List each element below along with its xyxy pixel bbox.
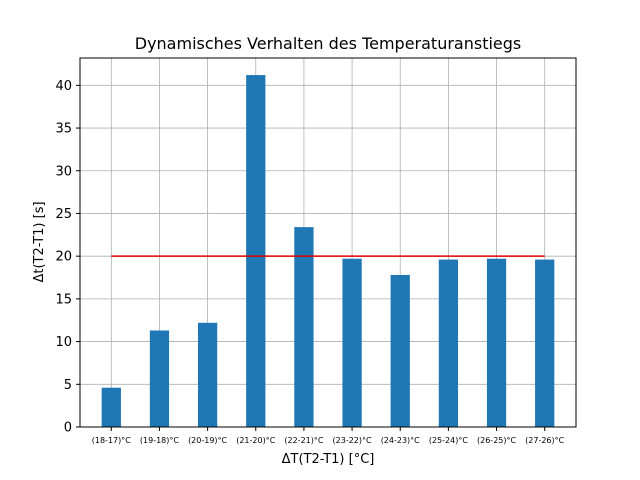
bars [101, 75, 555, 427]
y-tick-label: 0 [64, 421, 72, 436]
bar [101, 387, 121, 427]
bar [149, 330, 170, 427]
x-tick-label: (21-20)°C [236, 436, 275, 445]
y-tick-label: 15 [55, 292, 72, 307]
bar [197, 322, 218, 427]
y-tick-label: 20 [55, 250, 72, 265]
y-tick-label: 10 [55, 335, 72, 350]
bar [342, 258, 362, 427]
bar [246, 75, 266, 427]
x-tick-label: (26-25)°C [477, 436, 516, 445]
x-tick-label: (22-21)°C [284, 436, 323, 445]
x-tick-label: (24-23)°C [381, 436, 420, 445]
y-tick-label: 5 [64, 378, 72, 393]
y-tick-label: 40 [55, 79, 72, 94]
x-axis-label: ΔT(T2-T1) [°C] [282, 452, 375, 467]
y-axis: 0 5 10 15 20 25 30 35 40 [55, 79, 80, 436]
bar [486, 258, 507, 427]
chart-title: Dynamisches Verhalten des Temperaturanst… [135, 34, 522, 53]
x-tick-label: (19-18)°C [140, 436, 179, 445]
bar [390, 274, 410, 427]
bar [535, 259, 555, 427]
x-axis: (18-17)°C (19-18)°C (20-19)°C (21-20)°C (22-… [92, 427, 565, 445]
y-axis-label: Δt(T2-T1) [s] [32, 201, 47, 282]
y-tick-label: 25 [55, 207, 72, 222]
x-tick-label: (20-19)°C [188, 436, 227, 445]
x-tick-label: (23-22)°C [333, 436, 372, 445]
x-tick-label: (25-24)°C [429, 436, 468, 445]
x-tick-label: (18-17)°C [92, 436, 131, 445]
bar [438, 259, 459, 427]
y-tick-label: 30 [55, 164, 72, 179]
bar [294, 227, 314, 427]
plot-frame [79, 57, 577, 428]
y-tick-label: 35 [55, 122, 72, 137]
x-tick-label: (27-26)°C [525, 436, 564, 445]
